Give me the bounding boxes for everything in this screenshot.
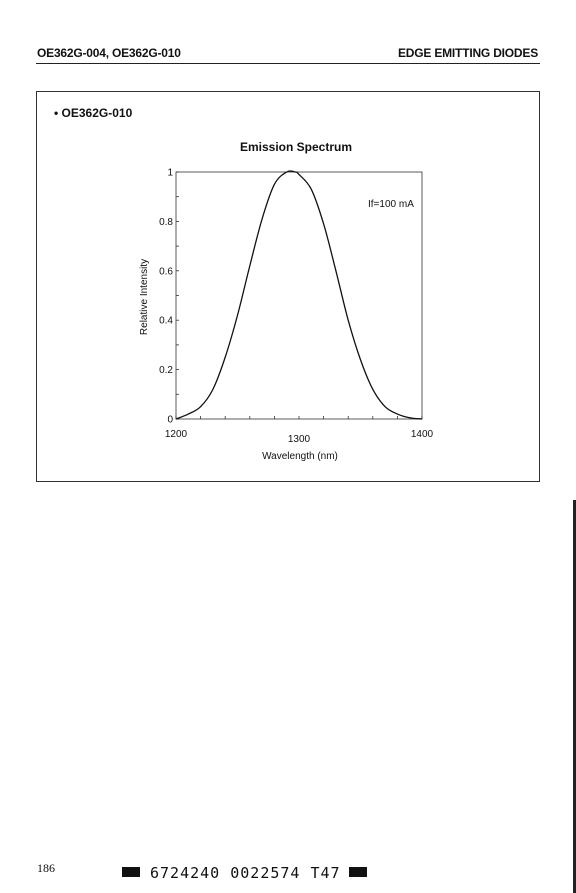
y-tick-label: 1	[167, 168, 173, 179]
header-part-numbers: OE362G-004, OE362G-010	[37, 46, 181, 60]
y-tick-label: 0.2	[159, 365, 173, 376]
header-rule	[36, 63, 540, 64]
scan-edge	[573, 500, 576, 893]
barcode: 6724240 0022574 T47	[122, 864, 367, 882]
x-tick-label: 1300	[288, 434, 311, 445]
chart-title: Emission Spectrum	[240, 140, 352, 154]
barcode-block-left	[122, 867, 140, 877]
x-axis-label: Wavelength (nm)	[262, 451, 338, 462]
spectrum-curve	[175, 170, 423, 420]
header-category: EDGE EMITTING DIODES	[397, 46, 538, 60]
axis-tick-labels: 1200 1300 1400 0 0.2 0.4 0.6 0.8 1	[159, 168, 433, 446]
model-label: • OE362G-010	[54, 106, 133, 120]
x-tick-label: 1200	[165, 429, 188, 440]
y-tick-label: 0.8	[159, 217, 173, 228]
axis-ticks	[175, 171, 423, 420]
y-tick-label: 0.6	[159, 266, 173, 277]
barcode-block-right	[348, 867, 367, 877]
chart-frame	[36, 91, 540, 482]
y-tick-label: 0	[167, 415, 173, 426]
barcode-text: 6724240 0022574 T47	[150, 864, 341, 882]
page-number: 186	[37, 861, 55, 875]
y-axis-label: Relative Intensity	[139, 259, 150, 335]
annotation-if: If=100 mA	[368, 199, 414, 210]
x-tick-label: 1400	[411, 429, 434, 440]
y-tick-label: 0.4	[159, 316, 173, 327]
